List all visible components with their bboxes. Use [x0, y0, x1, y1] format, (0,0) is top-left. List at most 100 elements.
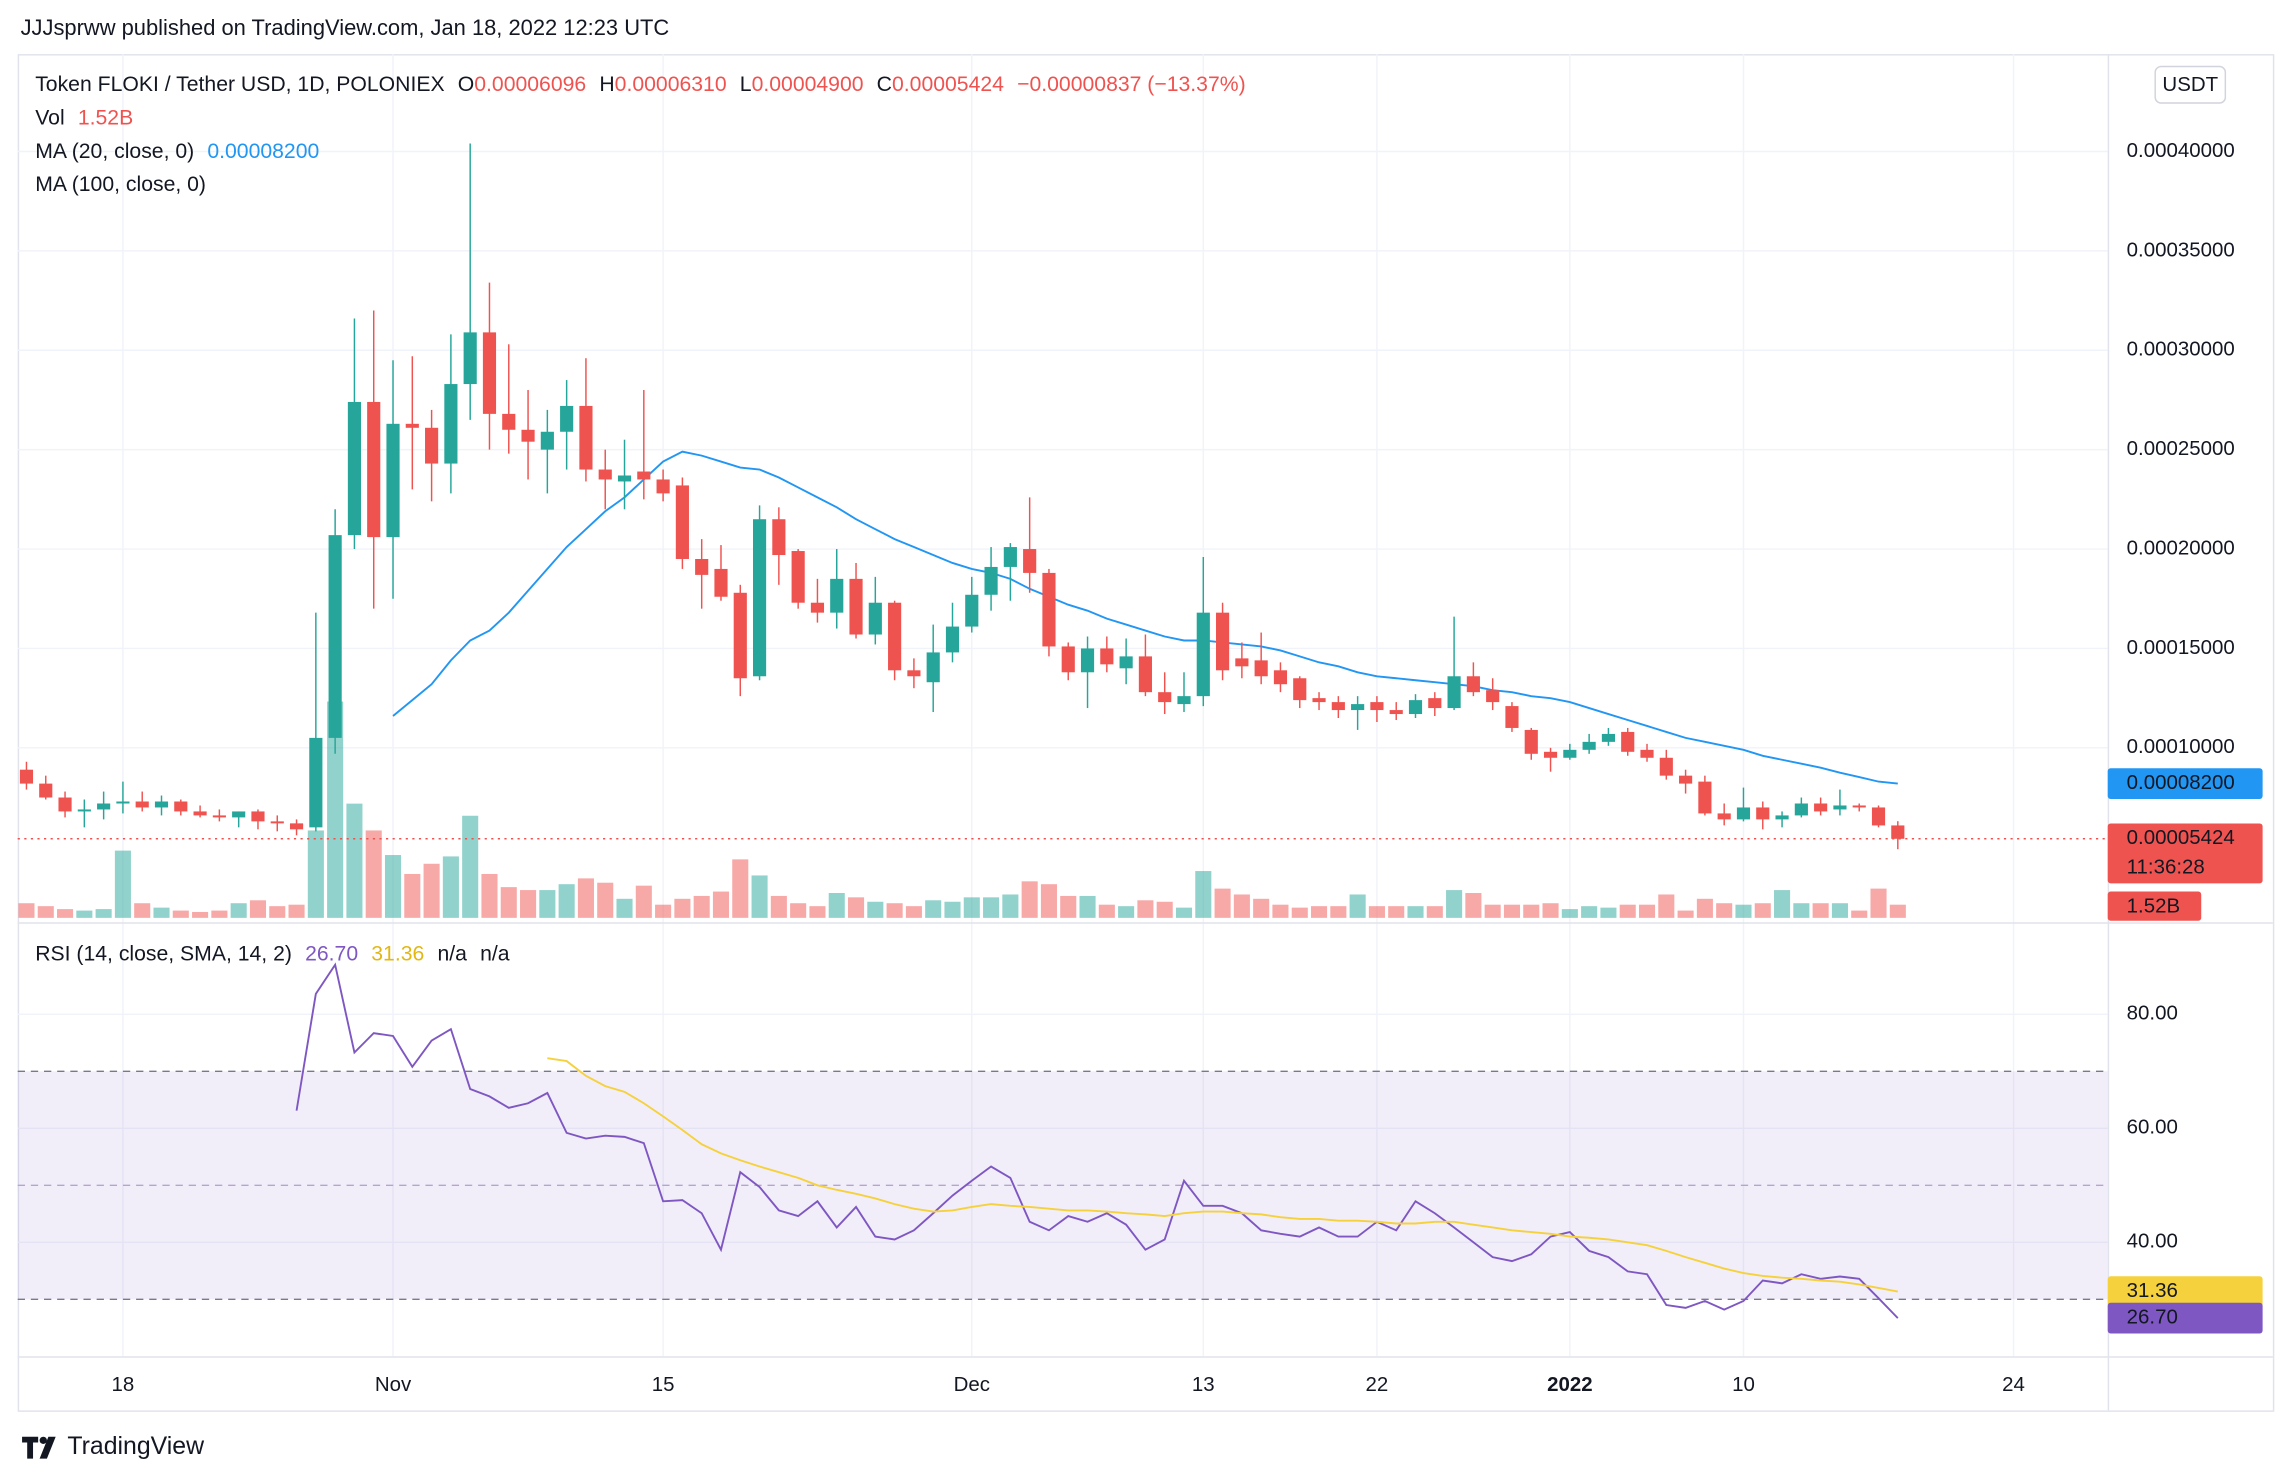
candle-body	[1833, 805, 1847, 810]
candle-body	[444, 384, 458, 464]
y-tick-label: 0.00010000	[2127, 735, 2235, 758]
rsi-badge-text: 26.70	[2127, 1306, 2178, 1329]
legend-value: 1.52B	[78, 106, 133, 129]
candle-body	[1061, 646, 1075, 673]
ohlc-key: C	[877, 72, 892, 95]
candle-body	[347, 401, 362, 536]
volume-bar	[577, 878, 594, 918]
currency-button[interactable]	[2154, 65, 2227, 104]
candle-body	[367, 401, 381, 538]
volume-bar	[1870, 888, 1887, 918]
candle-body	[1775, 815, 1789, 820]
candle-body	[212, 815, 226, 818]
candle-body	[1582, 741, 1596, 750]
candle-body	[1428, 698, 1442, 709]
x-tick-label: Dec	[954, 1373, 990, 1396]
candle-body	[1505, 706, 1519, 728]
volume-bar	[1272, 904, 1289, 918]
logo-shape	[22, 1436, 39, 1459]
currency-label[interactable]: USDT	[2162, 73, 2218, 96]
volume-bar	[655, 904, 672, 918]
candle-body	[965, 594, 979, 627]
candle-body	[1563, 749, 1577, 758]
candle-body	[1621, 731, 1635, 752]
volume-bar	[1137, 900, 1154, 918]
volume-bar	[1407, 906, 1424, 918]
candle-body	[733, 592, 747, 679]
volume-bar	[404, 873, 421, 918]
price-badge-text: 0.00005424	[2127, 826, 2235, 849]
x-tick-label: 18	[112, 1373, 135, 1396]
volume-bar	[1793, 903, 1810, 918]
rsi-badge-bg	[2107, 1302, 2263, 1334]
y-tick-label: 0.00015000	[2127, 636, 2235, 659]
candle-body	[695, 558, 709, 575]
candle-body	[1659, 757, 1673, 776]
volume-bar	[616, 898, 633, 918]
ohlc-value: 0.00006310	[615, 72, 727, 95]
candle-body	[830, 578, 844, 613]
volume-bar	[1060, 895, 1077, 918]
chart-frame	[17, 54, 2275, 1412]
volume-bar	[1619, 904, 1636, 918]
ma20-legend: MA (20, close, 0) 0.00008200	[35, 140, 319, 163]
candle-body	[97, 803, 111, 810]
volume-bar	[1677, 910, 1694, 918]
y-tick-label: 0.00020000	[2127, 536, 2235, 559]
candle-body	[1003, 547, 1017, 567]
volume-bar	[847, 897, 865, 918]
candle-body	[1216, 612, 1230, 671]
candle-body	[1794, 803, 1808, 816]
volume-bar	[1735, 904, 1752, 918]
candle-body	[289, 823, 304, 830]
volume-bar	[346, 803, 363, 918]
x-tick-label: 24	[2002, 1373, 2025, 1396]
volume-bar	[712, 891, 730, 918]
data-layer	[17, 143, 2108, 1319]
volume-bar	[500, 887, 517, 918]
volume-bar	[1465, 893, 1482, 918]
volume-bar	[1581, 906, 1598, 918]
volume-bar	[963, 897, 980, 918]
volume-bar	[1542, 903, 1559, 918]
volume-bar	[1812, 903, 1829, 918]
candle-body	[1119, 656, 1133, 669]
candle-body	[1293, 678, 1307, 701]
volume-bar	[1214, 888, 1231, 918]
candle-body	[1158, 692, 1172, 703]
volume-bar	[1021, 881, 1038, 918]
candle-body	[39, 783, 53, 798]
candle-body	[328, 535, 342, 738]
volume-bar	[1253, 898, 1270, 918]
candle-body	[1466, 676, 1480, 693]
volume-bar	[674, 898, 691, 918]
y-tick-label: 0.00035000	[2127, 238, 2235, 261]
candle-body	[714, 568, 728, 597]
volume-bar	[1040, 884, 1057, 918]
candle-body	[1717, 813, 1731, 820]
volume-bar	[249, 900, 267, 918]
candle-body	[752, 519, 767, 677]
candle-body	[1524, 729, 1538, 754]
volume-bar	[1446, 890, 1463, 918]
volume-bar	[1658, 894, 1675, 918]
volume-bar	[1195, 871, 1212, 918]
volume-bar	[37, 906, 54, 918]
volume-bar	[1484, 904, 1501, 918]
volume-bar	[1388, 906, 1405, 918]
brand-name: TradingView	[67, 1433, 204, 1460]
rsi-line	[295, 962, 1899, 1319]
x-tick-label: 13	[1192, 1373, 1215, 1396]
volume-bar	[1368, 906, 1385, 918]
candle-body	[251, 811, 265, 822]
volume-bar	[288, 904, 305, 918]
legend-value: 26.70	[305, 942, 358, 965]
volume-bar	[693, 895, 710, 918]
volume-bar	[76, 910, 93, 918]
candle-body	[1601, 733, 1616, 742]
x-tick-label: 2022	[1547, 1373, 1593, 1396]
volume-bar	[1831, 903, 1848, 918]
volume-bar	[1175, 907, 1193, 918]
candle-body	[926, 652, 940, 683]
